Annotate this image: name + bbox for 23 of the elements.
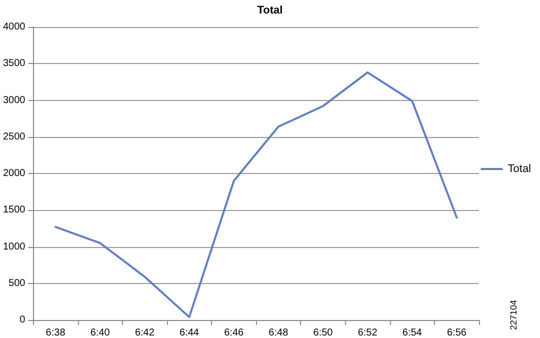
text: 227104 — [508, 300, 518, 330]
line-series — [54, 71, 458, 318]
y-tick-label: 2500 — [2, 131, 26, 142]
y-tick-label: 3500 — [2, 58, 26, 70]
y-tick-label: 0 — [20, 314, 26, 326]
x-tick-label: 6:50 — [313, 328, 334, 338]
y-tick-label: 1000 — [2, 241, 26, 252]
x-tick-label: 6:40 — [90, 328, 110, 338]
y-tick-label: 4000 — [2, 22, 26, 32]
x-tick-label: 6:44 — [180, 328, 200, 338]
y-tick-label: 500 — [8, 278, 26, 289]
y-tick-label: 2000 — [2, 168, 26, 179]
x-tick-label: 6:48 — [268, 328, 289, 338]
y-tick-label: 3000 — [2, 94, 26, 106]
chart-title: Total — [257, 4, 283, 16]
y-tick-label: 1500 — [2, 204, 26, 216]
x-tick-label: 6:38 — [46, 328, 66, 338]
x-tick-label: 6:42 — [134, 328, 155, 338]
x-tick-label: 6:52 — [358, 328, 378, 338]
x-tick-label: 6:54 — [402, 328, 422, 338]
x-tick-label: 6:56 — [446, 328, 467, 338]
legend-label: Total — [508, 163, 532, 175]
x-tick-label: 6:46 — [224, 328, 244, 338]
